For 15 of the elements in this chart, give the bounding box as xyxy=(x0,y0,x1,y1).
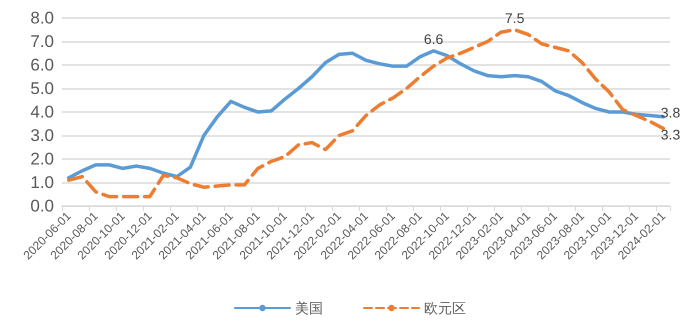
text: 8.0 xyxy=(30,8,54,28)
data-label: 7.5 xyxy=(504,10,525,26)
text: 6.0 xyxy=(30,56,54,74)
text: 1.0 xyxy=(30,173,54,192)
text: 0.0 xyxy=(30,196,54,216)
data-label: 6.6 xyxy=(424,30,444,47)
legend-label: 美国 xyxy=(295,300,323,316)
data-label: 3.8 xyxy=(660,104,680,121)
text: 5.0 xyxy=(30,79,54,98)
text: 4.0 xyxy=(30,102,54,122)
text: 3.0 xyxy=(30,126,54,145)
text: 2.0 xyxy=(30,150,54,168)
text: 7.0 xyxy=(30,32,54,51)
legend-label: 欧元区 xyxy=(424,300,466,316)
data-label: 3.3 xyxy=(660,126,680,142)
